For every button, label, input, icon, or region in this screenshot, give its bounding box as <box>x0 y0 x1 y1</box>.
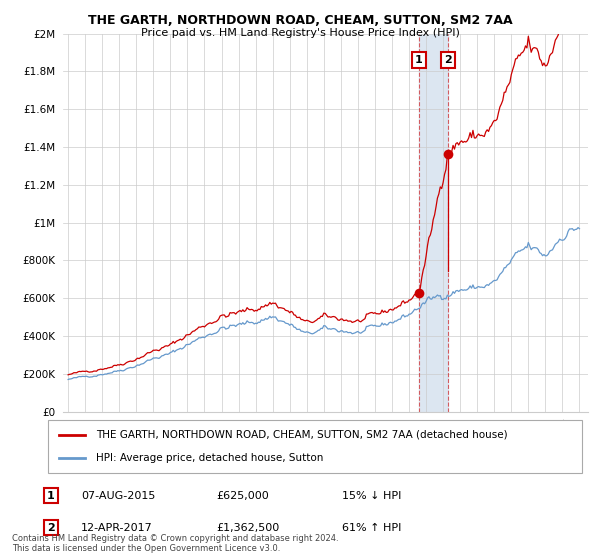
Text: THE GARTH, NORTHDOWN ROAD, CHEAM, SUTTON, SM2 7AA: THE GARTH, NORTHDOWN ROAD, CHEAM, SUTTON… <box>88 14 512 27</box>
Text: Price paid vs. HM Land Registry's House Price Index (HPI): Price paid vs. HM Land Registry's House … <box>140 28 460 38</box>
Text: 15% ↓ HPI: 15% ↓ HPI <box>342 491 401 501</box>
Text: Contains HM Land Registry data © Crown copyright and database right 2024.
This d: Contains HM Land Registry data © Crown c… <box>12 534 338 553</box>
Text: 61% ↑ HPI: 61% ↑ HPI <box>342 522 401 533</box>
Text: 1: 1 <box>415 55 423 65</box>
Text: 12-APR-2017: 12-APR-2017 <box>81 522 153 533</box>
Text: £1,362,500: £1,362,500 <box>216 522 279 533</box>
Bar <box>419 34 448 412</box>
Text: 2: 2 <box>444 55 452 65</box>
Text: £625,000: £625,000 <box>216 491 269 501</box>
Text: 07-AUG-2015: 07-AUG-2015 <box>81 491 155 501</box>
Text: 1: 1 <box>47 491 55 501</box>
Text: THE GARTH, NORTHDOWN ROAD, CHEAM, SUTTON, SM2 7AA (detached house): THE GARTH, NORTHDOWN ROAD, CHEAM, SUTTON… <box>96 430 508 440</box>
Text: 2: 2 <box>47 522 55 533</box>
Text: HPI: Average price, detached house, Sutton: HPI: Average price, detached house, Sutt… <box>96 453 323 463</box>
